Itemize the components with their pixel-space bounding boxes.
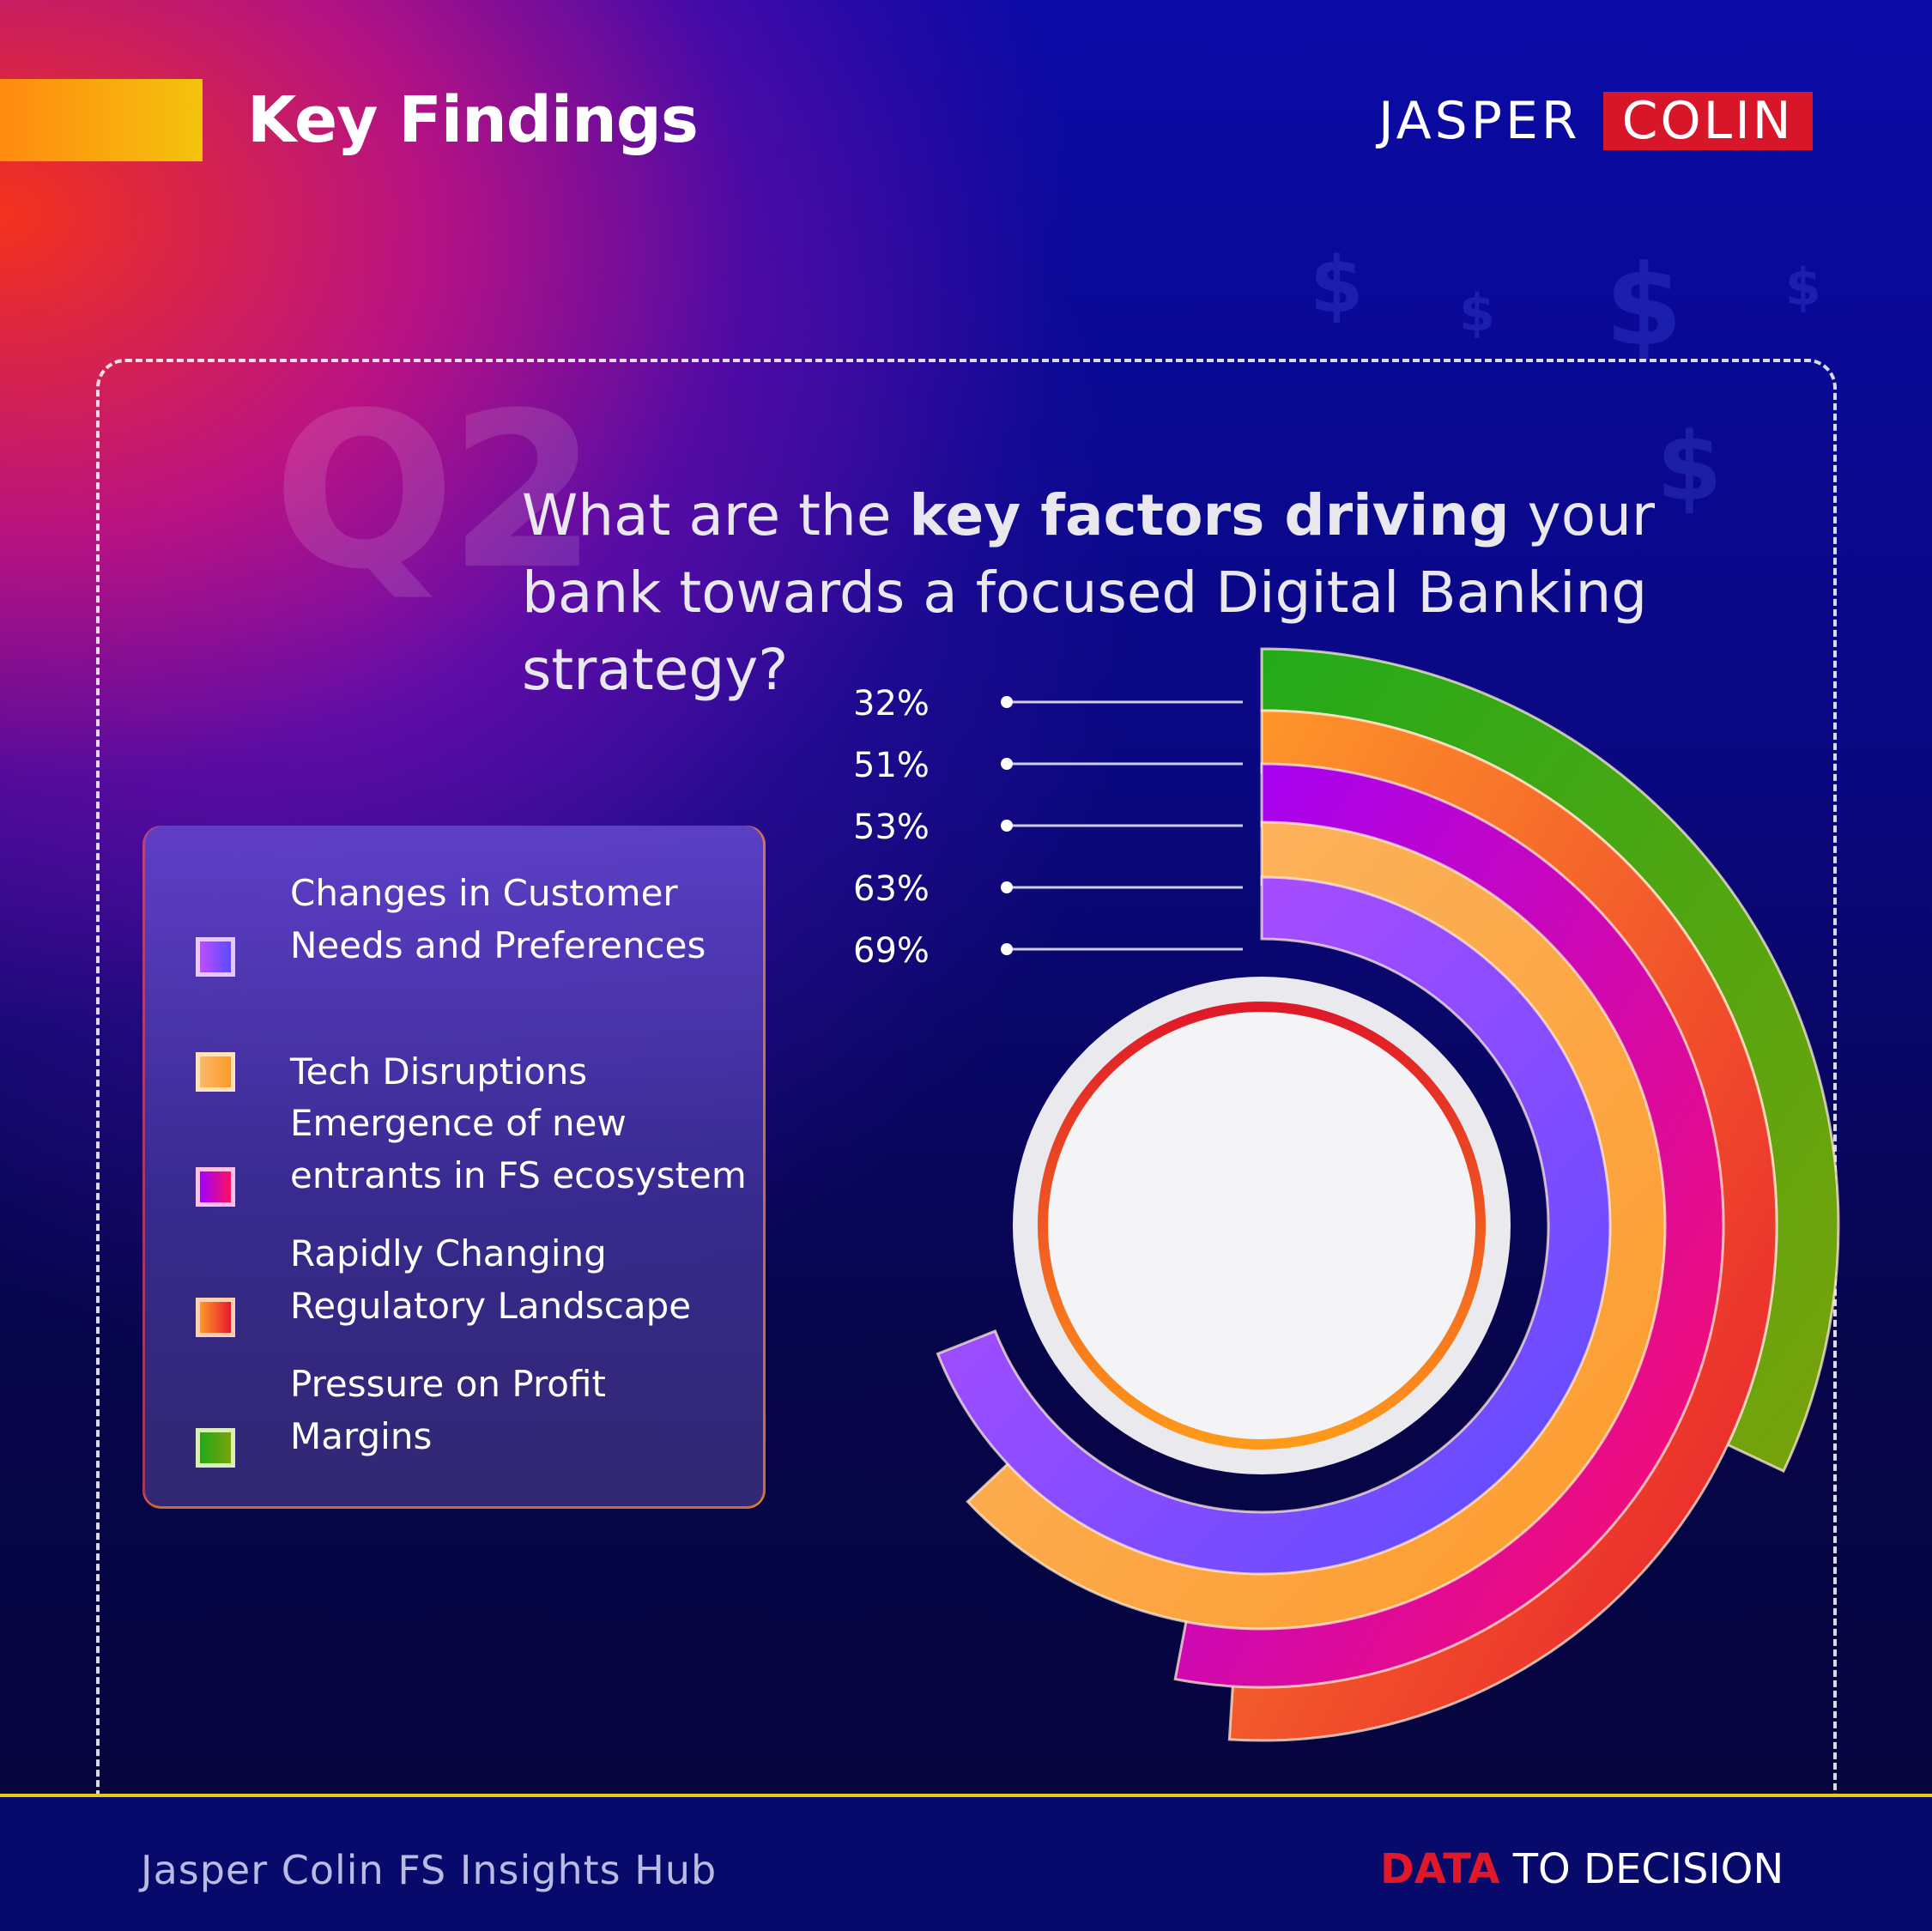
logo-jasper: JASPER: [1378, 91, 1581, 151]
tagline-data: DATA: [1380, 1845, 1500, 1893]
legend-label: Tech Disruptions: [290, 1050, 588, 1093]
dollar-icon: $: [1310, 240, 1364, 330]
question-text: What are the key factors driving your ba…: [522, 477, 1792, 709]
footer-tagline: DATA TO DECISION: [1380, 1845, 1784, 1893]
brand-logo: JASPER COLIN: [1378, 91, 1813, 151]
chart-ring-bar: [936, 875, 1612, 1576]
question-bold: key factors driving: [909, 482, 1510, 548]
legend-swatch: [196, 1167, 235, 1207]
footer-source: Jasper Colin FS Insights Hub: [141, 1847, 718, 1893]
legend-swatch: [196, 1052, 235, 1092]
value-label: 69%: [853, 931, 930, 971]
value-label: 51%: [853, 746, 930, 785]
chart-center-ring: [1038, 1002, 1486, 1450]
logo-colin: COLIN: [1602, 92, 1813, 150]
dollar-icon: $: [1656, 412, 1723, 522]
legend-label: Emergence of new entrants in FS ecosyste…: [290, 1102, 747, 1196]
legend: Changes in Customer Needs and Preference…: [142, 826, 766, 1509]
footer-divider: [0, 1794, 1932, 1797]
dollar-icon: $: [1459, 283, 1495, 343]
question-pre: What are the: [522, 482, 910, 548]
tagline-rest: TO DECISION: [1499, 1845, 1784, 1893]
page-title: Key Findings: [247, 83, 699, 157]
accent-bar: [0, 79, 203, 161]
value-label: 32%: [853, 684, 930, 723]
content-frame: [96, 359, 1837, 1818]
value-label: 63%: [853, 869, 930, 909]
legend-label: Changes in Customer Needs and Preference…: [290, 872, 706, 966]
question-number-watermark: Q2: [273, 366, 597, 616]
legend-swatch: [196, 1298, 235, 1337]
dollar-icon: $: [1785, 257, 1821, 318]
legend-label: Pressure on Profit Margins: [290, 1363, 606, 1457]
legend-label: Rapidly Changing Regulatory Landscape: [290, 1232, 692, 1327]
footer: [0, 1797, 1932, 1931]
legend-swatch: [196, 937, 235, 977]
question-post: your bank towards a focused Digital Bank…: [522, 482, 1656, 703]
legend-swatch: [196, 1428, 235, 1468]
value-label: 53%: [853, 808, 930, 847]
dollar-icon: $: [1605, 240, 1683, 371]
